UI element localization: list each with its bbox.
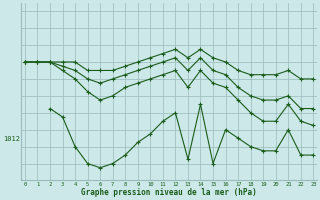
X-axis label: Graphe pression niveau de la mer (hPa): Graphe pression niveau de la mer (hPa) bbox=[81, 188, 257, 197]
